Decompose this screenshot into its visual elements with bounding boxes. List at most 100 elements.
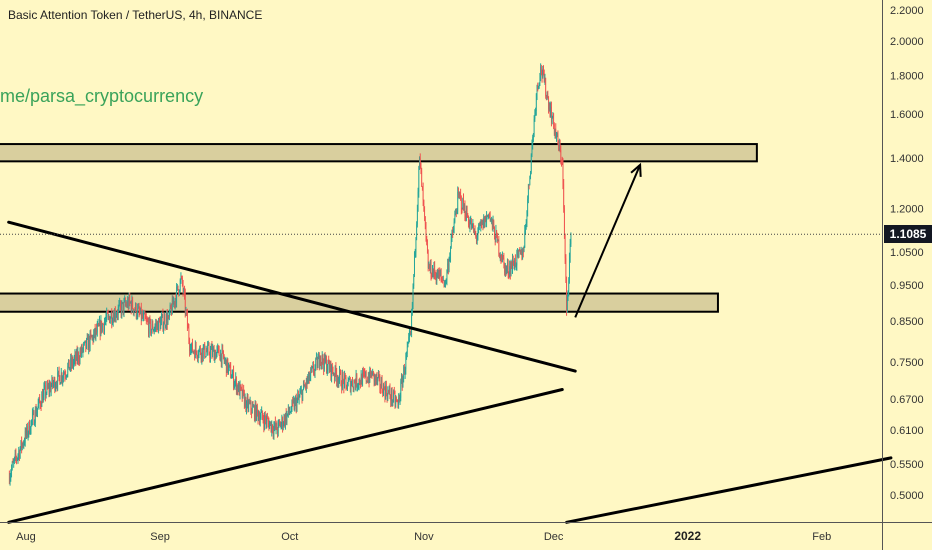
candle-body (213, 348, 214, 350)
candle-body (213, 348, 215, 361)
candle-body (176, 286, 177, 304)
candle-body (158, 318, 159, 333)
candle-body (167, 315, 169, 325)
candle-body (504, 262, 505, 274)
candle-body (486, 215, 487, 222)
candle-body (194, 345, 196, 359)
candle-body (221, 348, 223, 364)
candle-body (419, 157, 420, 167)
candle-body (522, 251, 524, 253)
candle-body (313, 372, 315, 374)
candle-body (352, 386, 354, 389)
trendline-1[interactable] (7, 388, 564, 524)
candle-body (347, 380, 349, 387)
candle-body (342, 375, 343, 389)
candle-body (19, 451, 20, 458)
candle-body (510, 266, 511, 274)
candle-body (26, 426, 28, 435)
candle-body (481, 220, 483, 224)
candle-body (361, 374, 363, 386)
candle-body (569, 244, 571, 258)
candle-body (203, 344, 205, 349)
candle-body (91, 336, 93, 338)
candle-body (533, 133, 534, 138)
candle-body (349, 378, 351, 392)
candle-body (556, 133, 558, 136)
candle-body (373, 372, 375, 382)
candle-body (500, 255, 502, 259)
candle-body (288, 406, 290, 413)
candle-body (490, 219, 492, 220)
y-tick-label: 2.2000 (890, 5, 924, 17)
candle-body (174, 298, 176, 305)
candle-body (140, 307, 141, 314)
candle-body (438, 271, 440, 279)
candle-body (452, 232, 454, 234)
candle-body (264, 415, 266, 420)
candle-body (546, 96, 547, 98)
candle-body (169, 311, 170, 318)
candle-body (207, 344, 209, 346)
candle-body (388, 390, 389, 393)
candle-body (98, 323, 100, 326)
candle-body (322, 355, 324, 363)
candle-body (302, 389, 304, 401)
candle-body (198, 349, 200, 356)
candle-body (50, 385, 52, 392)
candle-body (489, 216, 491, 220)
candle-body (484, 216, 486, 228)
trendline-2[interactable] (565, 456, 893, 524)
candle-body (528, 184, 530, 186)
candle-body (202, 348, 204, 358)
candle-body (512, 259, 514, 265)
candle-body (367, 380, 368, 383)
candle-body (370, 373, 372, 377)
candle-body (267, 418, 269, 422)
candle-body (488, 213, 490, 216)
candle-body (429, 266, 430, 271)
candle-body (179, 279, 181, 291)
candle-body (289, 412, 291, 414)
candle-body (224, 360, 226, 362)
candle-body (459, 193, 461, 195)
candle-body (105, 318, 107, 321)
candle-body (311, 366, 313, 370)
x-tick-label: Feb (812, 531, 831, 543)
candle-body (118, 304, 120, 308)
candle-body (357, 385, 358, 387)
candle-body (386, 385, 387, 395)
candle-body (466, 208, 468, 218)
candle-body (474, 230, 476, 233)
candle-body (193, 351, 195, 353)
candle-body (231, 374, 233, 379)
candle-body (537, 85, 539, 87)
candle-body (390, 397, 392, 402)
candle-body (124, 300, 126, 302)
candle-body (228, 366, 229, 373)
candle-body (453, 229, 454, 233)
candle-body (76, 350, 78, 361)
candle-body (96, 325, 98, 333)
candle-body (238, 383, 239, 392)
candle-body (562, 162, 564, 185)
candle-body (387, 390, 389, 400)
candle-body (119, 301, 121, 305)
candle-body (502, 255, 504, 258)
candle-body (360, 374, 362, 385)
candle-body (483, 217, 485, 228)
candle-body (238, 383, 240, 396)
candle-body (269, 421, 271, 424)
candle-body (32, 411, 34, 414)
candle-body (414, 252, 416, 254)
candle-body (108, 316, 110, 318)
candle-body (45, 392, 47, 397)
candle-body (442, 280, 444, 281)
candle-body (554, 129, 556, 135)
trendline-0[interactable] (7, 220, 577, 373)
candle-body (414, 252, 415, 275)
candle-body (149, 318, 151, 321)
projection-arrow[interactable] (574, 164, 642, 318)
candle-body (220, 353, 222, 364)
x-tick-label: Sep (150, 531, 170, 543)
